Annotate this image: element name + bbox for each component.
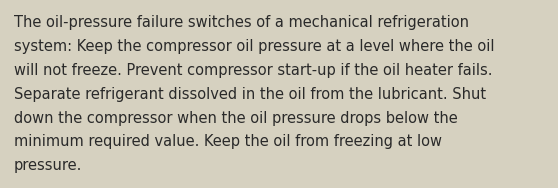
Text: minimum required value. Keep the oil from freezing at low: minimum required value. Keep the oil fro… [14,134,442,149]
Text: down the compressor when the oil pressure drops below the: down the compressor when the oil pressur… [14,111,458,126]
Text: Separate refrigerant dissolved in the oil from the lubricant. Shut: Separate refrigerant dissolved in the oi… [14,87,486,102]
Text: The oil-pressure failure switches of a mechanical refrigeration: The oil-pressure failure switches of a m… [14,15,469,30]
Text: system: Keep the compressor oil pressure at a level where the oil: system: Keep the compressor oil pressure… [14,39,494,54]
Text: will not freeze. Prevent compressor start-up if the oil heater fails.: will not freeze. Prevent compressor star… [14,63,493,78]
Text: pressure.: pressure. [14,158,83,173]
